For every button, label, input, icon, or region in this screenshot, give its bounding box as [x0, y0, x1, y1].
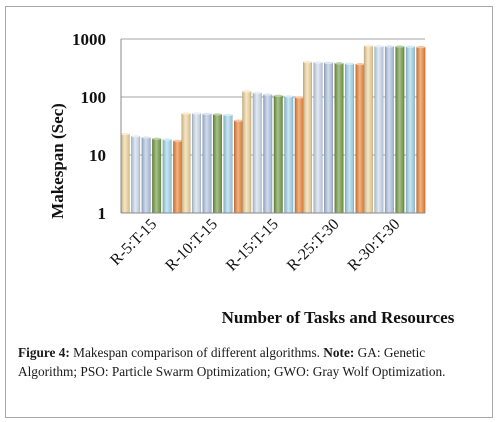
bar-cap: [313, 61, 323, 64]
caption-text: Makespan comparison of different algorit…: [69, 345, 324, 360]
bar-cap: [213, 113, 222, 116]
bar-cap: [355, 62, 365, 66]
y-tick-label: 1000: [72, 30, 106, 49]
bar-R-30:T-30-series-5: [405, 46, 415, 214]
bar-cap: [162, 138, 172, 141]
bar-R-5:T-15-series-6: [173, 140, 183, 214]
bar-cap: [334, 62, 344, 65]
y-tick-label: 10: [89, 146, 106, 165]
caption-figure-label: Figure 4:: [18, 345, 70, 360]
x-tick-label: R-10:T-15: [162, 216, 221, 275]
bar-R-15:T-15-series-2: [252, 92, 262, 214]
bar-R-25:T-30-series-4: [334, 63, 344, 214]
bar-cap: [202, 112, 212, 116]
x-tick-label: R-5:T-15: [107, 216, 160, 269]
bar-R-10:T-15-series-1: [181, 113, 191, 214]
bar-R-25:T-30-series-3: [324, 62, 333, 214]
bar-cap: [152, 137, 161, 141]
bar-cap: [324, 61, 333, 65]
bar-cap: [395, 45, 405, 48]
bar-cap: [295, 96, 304, 99]
bar-cap: [120, 132, 130, 136]
bar-R-10:T-15-series-5: [223, 114, 233, 214]
bar-R-25:T-30-series-2: [313, 62, 323, 214]
bar-R-30:T-30-series-6: [416, 46, 426, 214]
caption-note-label: Note:: [323, 345, 355, 360]
bar-R-5:T-15-series-4: [152, 138, 162, 214]
x-tick-labels: R-5:T-15 R-10:T-15 R-15:T-15 R-25:T-30 R-30:…: [107, 216, 403, 275]
bar-R-10:T-15-series-4: [212, 114, 222, 214]
bar-cap: [374, 45, 384, 48]
bar-R-30:T-30-series-1: [363, 45, 373, 214]
bar-cap: [173, 139, 182, 143]
bar-R-10:T-15-series-2: [191, 113, 201, 214]
bar-cap: [181, 112, 191, 115]
bar-cap: [345, 62, 354, 65]
bars: [120, 44, 426, 214]
bar-cap: [263, 93, 272, 96]
caption-note-text: GA: Genetic Algorithm; PSO: Particle Swa…: [18, 345, 446, 379]
y-tick-label: 100: [81, 88, 107, 107]
bar-R-15:T-15-series-1: [242, 91, 252, 214]
bar-R-10:T-15-series-3: [202, 113, 212, 214]
bar-cap: [131, 135, 140, 138]
bar-cap: [223, 113, 233, 117]
bar-R-15:T-15-series-5: [284, 96, 294, 214]
bar-cap: [284, 95, 293, 98]
bar-R-30:T-30-series-3: [384, 46, 394, 214]
bar-R-5:T-15-series-5: [162, 139, 172, 214]
bar-R-15:T-15-series-3: [263, 94, 273, 214]
x-tick-label: R-15:T-15: [223, 216, 282, 275]
x-tick-label: R-30:T-30: [345, 216, 404, 275]
bar-cap: [141, 136, 151, 139]
figure-caption: Figure 4: Makespan comparison of differe…: [18, 343, 483, 381]
x-axis-label: Number of Tasks and Resources: [222, 308, 455, 327]
bar-R-15:T-15-series-6: [294, 97, 304, 214]
bar-cap: [385, 45, 394, 48]
bar-cap: [234, 119, 243, 122]
makespan-bar-chart: 1 10 100 1000 R-5:T-15 R-10:T-15 R-15:T-15 R-2…: [48, 30, 455, 327]
bar-R-25:T-30-series-5: [345, 63, 354, 214]
axes: [120, 39, 425, 214]
bar-R-5:T-15-series-2: [131, 136, 141, 214]
bar-R-25:T-30-series-1: [303, 61, 312, 214]
bar-R-25:T-30-series-6: [355, 63, 365, 214]
y-axis-label: Makespan (Sec): [48, 103, 67, 219]
x-tick-label: R-25:T-30: [284, 216, 343, 275]
bar-cap: [364, 44, 373, 48]
bar-R-5:T-15-series-1: [120, 133, 130, 214]
bar-R-15:T-15-series-4: [273, 95, 283, 214]
bar-R-10:T-15-series-6: [233, 120, 243, 214]
bar-R-30:T-30-series-4: [395, 46, 405, 214]
bar-R-30:T-30-series-2: [374, 46, 384, 214]
bar-cap: [303, 60, 312, 64]
bar-cap: [253, 91, 262, 95]
y-tick-labels: 1 10 100 1000: [72, 30, 106, 223]
y-tick-label: 1: [98, 204, 107, 223]
bar-cap: [416, 45, 426, 49]
bar-cap: [406, 45, 415, 48]
bar-cap: [192, 112, 201, 115]
bar-cap: [242, 90, 251, 93]
bar-R-5:T-15-series-3: [141, 137, 151, 214]
bar-cap: [274, 94, 283, 97]
